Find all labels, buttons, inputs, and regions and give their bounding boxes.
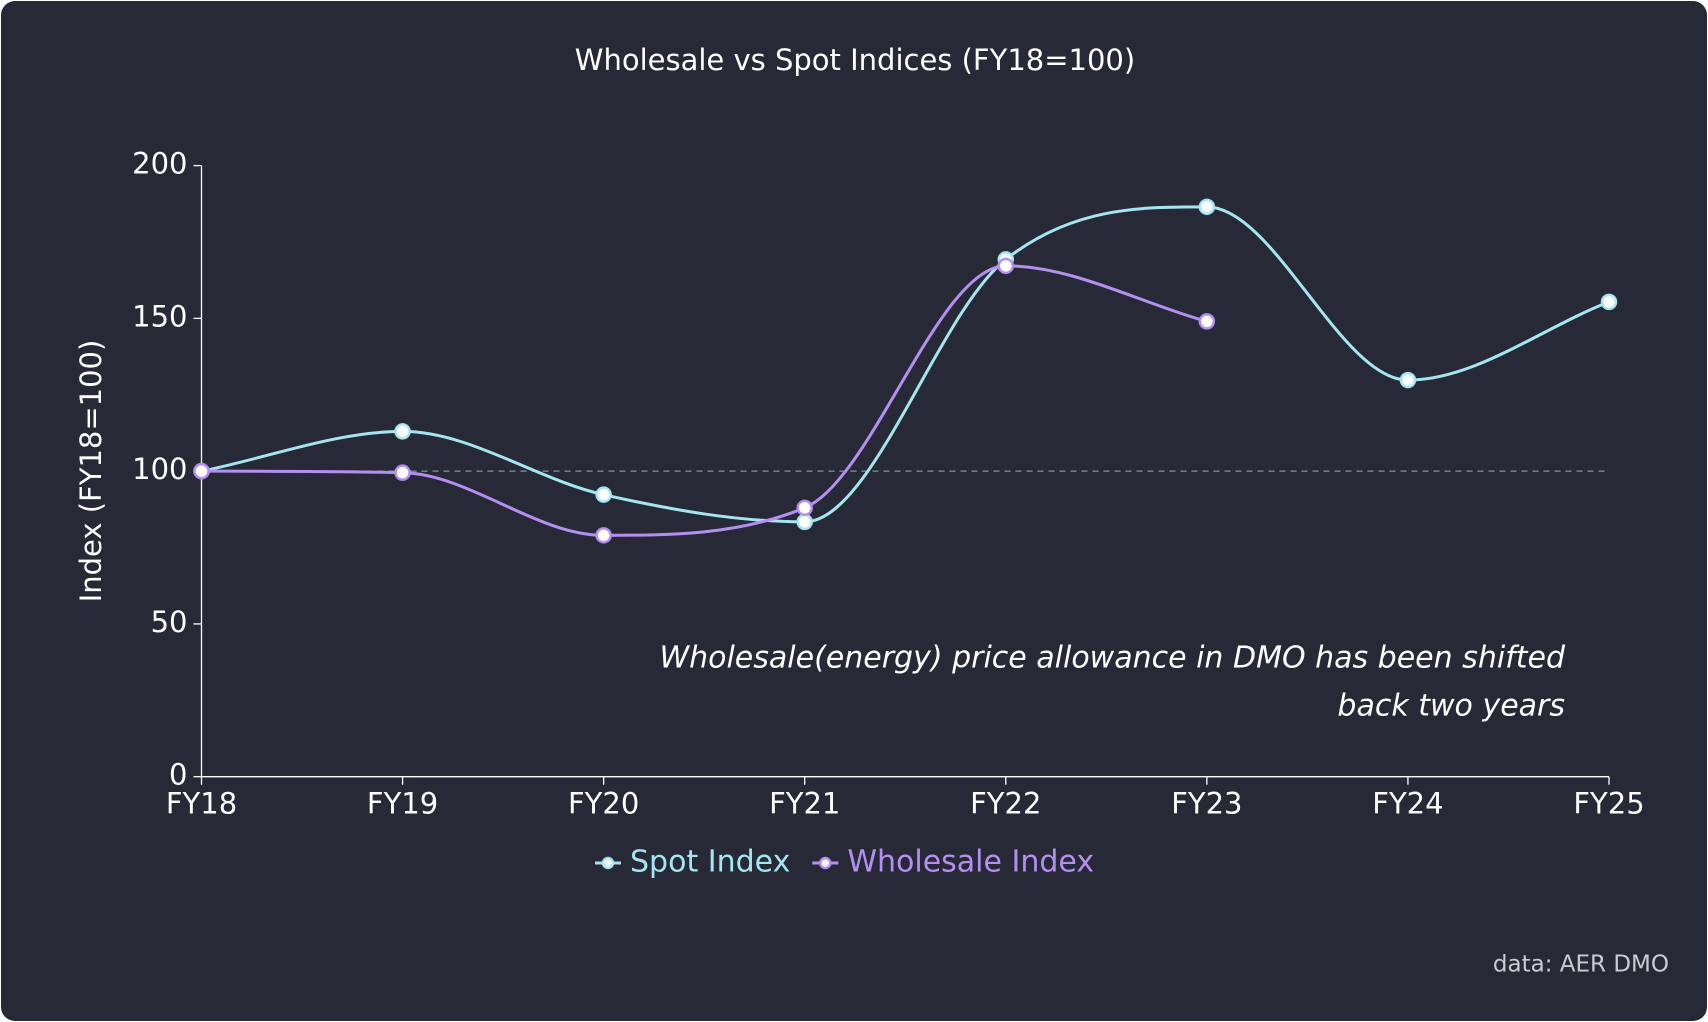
x-tick-label: FY24 bbox=[1372, 787, 1443, 821]
series-line bbox=[201, 205, 1610, 524]
series-line bbox=[201, 264, 1208, 537]
y-tick-label: 200 bbox=[132, 147, 187, 181]
data-point bbox=[1198, 198, 1216, 216]
y-tick-label: 150 bbox=[132, 299, 187, 333]
y-axis-label: Index (FY18=100) bbox=[74, 340, 108, 603]
legend-marker bbox=[819, 856, 832, 870]
data-point bbox=[394, 423, 411, 440]
data-point bbox=[394, 464, 411, 481]
y-tick-label: 0 bbox=[169, 758, 187, 792]
x-tick-label: FY20 bbox=[568, 787, 639, 821]
y-tick-label: 100 bbox=[132, 452, 187, 486]
data-point bbox=[595, 486, 612, 503]
legend-label: Spot Index bbox=[630, 845, 790, 880]
data-point bbox=[796, 513, 813, 531]
legend: Spot Index Wholesale Index bbox=[595, 845, 1094, 880]
annotation: back two years bbox=[1337, 689, 1565, 724]
data-point bbox=[595, 527, 612, 544]
data-point bbox=[997, 257, 1015, 275]
source-note: data: AER DMO bbox=[1493, 952, 1669, 978]
y-tick-label: 50 bbox=[151, 605, 188, 639]
chart-title: Wholesale vs Spot Indices (FY18=100) bbox=[575, 43, 1135, 77]
data-point bbox=[1198, 313, 1216, 330]
annotation: Wholesale(energy) price allowance in DMO… bbox=[659, 641, 1566, 676]
legend-label: Wholesale Index bbox=[847, 845, 1094, 880]
x-tick-label: FY21 bbox=[769, 787, 840, 821]
data-point bbox=[1600, 293, 1618, 311]
x-tick-label: FY22 bbox=[970, 787, 1041, 821]
x-tick-label: FY19 bbox=[367, 787, 438, 821]
legend-marker bbox=[601, 856, 615, 870]
data-point bbox=[796, 499, 813, 517]
data-point bbox=[1399, 371, 1417, 389]
x-tick-label: FY23 bbox=[1171, 787, 1242, 821]
x-tick-label: FY25 bbox=[1573, 787, 1644, 821]
x-tick-label: FY18 bbox=[166, 787, 237, 821]
data-point bbox=[193, 462, 210, 480]
